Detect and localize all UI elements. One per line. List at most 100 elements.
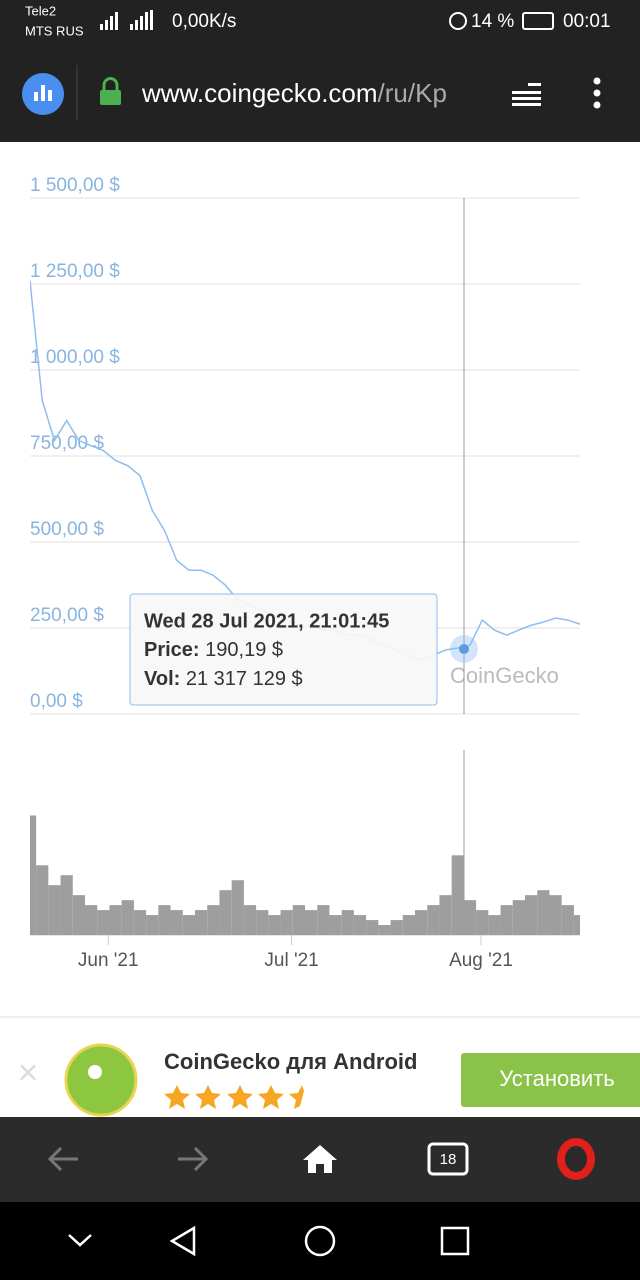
hover-point (459, 644, 469, 654)
y-tick-label: 1 250,00 $ (30, 261, 120, 282)
volume-bar (30, 815, 37, 935)
volume-bar (402, 915, 415, 935)
volume-bar (341, 910, 354, 935)
volume-bar (182, 915, 195, 935)
hide-button[interactable] (68, 1234, 92, 1247)
volume-bar (439, 895, 452, 935)
system-nav (0, 1202, 640, 1280)
volume-bar (268, 915, 281, 935)
carrier: MTS RUS (25, 23, 84, 38)
value: 190,19 $ (205, 639, 283, 661)
battery-icon (522, 12, 554, 30)
home-button[interactable] (303, 1145, 337, 1173)
volume-bar (353, 915, 367, 935)
sys-home[interactable] (304, 1225, 336, 1257)
volume-bar (427, 905, 440, 935)
volume-bar (463, 900, 477, 935)
volume-bar (476, 910, 489, 935)
forward-button[interactable] (178, 1146, 209, 1172)
volume-bar (378, 925, 391, 935)
close-ad[interactable]: × (17, 1052, 38, 1093)
volume-bar (537, 890, 550, 935)
volume-bar (366, 920, 379, 935)
sys-back[interactable] (169, 1225, 196, 1257)
volume-bar (170, 910, 183, 935)
url-path: /ru/Kp (378, 78, 447, 108)
back-button[interactable] (47, 1146, 78, 1172)
volume-bar (207, 905, 220, 935)
chart: 0,00 $ 250,00 $ 500,00 $ 750,00 $ 1 000,00 $… (30, 175, 580, 971)
tooltip-price: Price: 190,19 $ (144, 639, 283, 661)
y-tick-label: 250,00 $ (30, 605, 104, 626)
volume-bar (292, 905, 305, 935)
battery-level: 14 % (471, 11, 514, 32)
more-button[interactable] (593, 77, 601, 109)
volume-bar (97, 910, 110, 935)
url[interactable]: www.coingecko.com/ru/Kp (141, 78, 447, 108)
x-tick-label: Aug '21 (449, 950, 513, 971)
top-bar (0, 0, 640, 142)
key: Vol: (144, 668, 180, 690)
sys-recents[interactable] (440, 1226, 470, 1256)
volume-bar (219, 890, 232, 935)
app-icon (64, 1043, 138, 1117)
y-tick-label: 1 500,00 $ (30, 175, 120, 196)
tooltip-date: Wed 28 Jul 2021, 21:01:45 (144, 610, 389, 632)
volume-bar (451, 855, 464, 935)
volume-bar (60, 875, 73, 935)
volume-bar (329, 915, 342, 935)
volume-bar (525, 895, 538, 935)
volume-bar (146, 915, 159, 935)
x-tick-label: Jun '21 (78, 950, 139, 971)
volume-bar (256, 910, 269, 935)
volume-bar (133, 910, 147, 935)
clock: 00:01 (563, 11, 611, 32)
key: Price: (144, 639, 200, 661)
volume-bar (488, 915, 501, 935)
volume-bar (561, 905, 574, 935)
volume-bar (36, 865, 49, 935)
volume-bar (48, 885, 61, 935)
tooltip-vol: Vol: 21 317 129 $ (144, 668, 303, 690)
volume-bar (85, 905, 98, 935)
y-tick-label: 500,00 $ (30, 519, 104, 540)
app-icon-eye (88, 1065, 102, 1079)
install-button[interactable] (461, 1053, 640, 1107)
net-speed: 0,00K/s (172, 11, 236, 32)
volume-bar (305, 910, 318, 935)
install-label: Установить (499, 1066, 614, 1091)
volume-bar (549, 895, 562, 935)
tooltip (129, 593, 438, 706)
volume-bar (121, 900, 134, 935)
volume-bar (158, 905, 171, 935)
volume-bar (415, 910, 428, 935)
rating-stars (164, 1085, 304, 1109)
watermark: CoinGecko (450, 663, 559, 688)
ad-title: CoinGecko для Android (164, 1049, 417, 1074)
volume-bar (280, 910, 293, 935)
volume-bar (512, 900, 525, 935)
value: 21 317 129 $ (186, 668, 303, 690)
x-tick-label: Jul '21 (264, 950, 318, 971)
volume-bar (109, 905, 122, 935)
tabs-button[interactable] (427, 1142, 469, 1176)
lock-icon (100, 90, 121, 105)
volume-bar (390, 920, 403, 935)
volume-bar (72, 895, 85, 935)
y-tick-label: 750,00 $ (30, 433, 104, 454)
url-host: www.coingecko.com (141, 78, 378, 108)
volume-bar (243, 905, 257, 935)
alarm-icon (449, 12, 467, 30)
tabs-count: 18 (440, 1151, 457, 1168)
y-tick-label: 0,00 $ (30, 691, 83, 712)
volume-bar (317, 905, 330, 935)
lock-shackle (102, 77, 119, 90)
carrier: Tele2 (25, 3, 56, 18)
menu-icon (34, 85, 52, 101)
volume-bar (231, 880, 244, 935)
opera-button[interactable] (557, 1138, 595, 1180)
reader-icon[interactable] (512, 83, 541, 106)
y-tick-label: 1 000,00 $ (30, 347, 120, 368)
volume-bar (500, 905, 513, 935)
